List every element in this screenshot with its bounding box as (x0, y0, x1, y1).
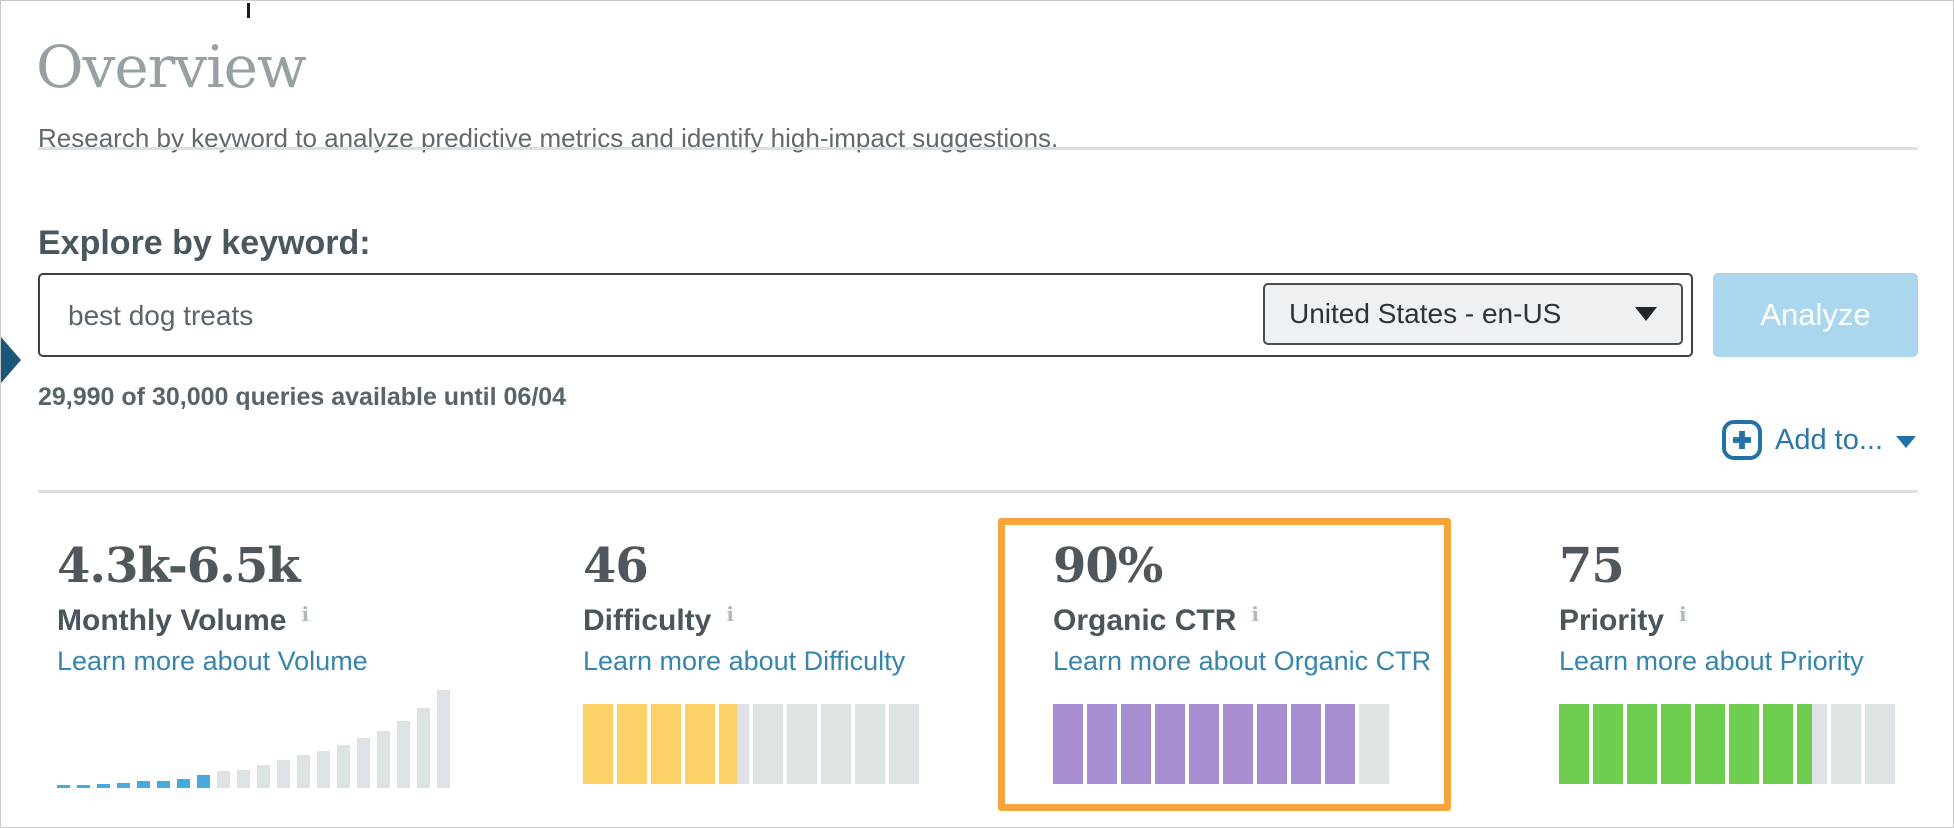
learn-more-organic-ctr-link[interactable]: Learn more about Organic CTR (1053, 646, 1432, 676)
text-cursor-artifact (247, 3, 250, 18)
organic-ctr-highlight-outline (998, 518, 1451, 811)
volume-distribution-chart (57, 690, 517, 788)
learn-more-priority-link[interactable]: Learn more about Priority (1559, 646, 1864, 676)
metric-card-priority: 75 Priority i Learn more about Priority (1559, 518, 1929, 784)
metric-card-organic-ctr: 90% Organic CTR i Learn more about Organ… (1053, 518, 1433, 784)
chevron-down-icon (1635, 307, 1657, 321)
metrics-divider (38, 490, 1918, 493)
learn-more-difficulty-link[interactable]: Learn more about Difficulty (583, 646, 906, 676)
sidebar-arrow-marker-icon (1, 337, 21, 383)
explore-by-keyword-heading: Explore by keyword: (38, 224, 371, 263)
keyword-input[interactable] (66, 277, 1250, 355)
organic-ctr-label: Organic CTR (1053, 604, 1237, 637)
page-title: Overview (36, 32, 307, 101)
add-to-button[interactable]: Add to... (1721, 420, 1916, 460)
info-icon[interactable]: i (301, 602, 310, 626)
metric-card-difficulty: 46 Difficulty i Learn more about Difficu… (583, 518, 1003, 784)
header-divider (38, 147, 1918, 150)
chevron-down-icon (1896, 436, 1916, 448)
learn-more-volume-link[interactable]: Learn more about Volume (57, 646, 368, 676)
query-quota-status: 29,990 of 30,000 queries available until… (38, 383, 567, 411)
locale-select[interactable]: United States - en-US (1263, 283, 1683, 345)
plus-icon (1721, 420, 1762, 460)
info-icon[interactable]: i (1679, 602, 1687, 626)
difficulty-gauge (583, 704, 1003, 784)
organic-ctr-value: 90% (1053, 538, 1163, 594)
difficulty-label: Difficulty (583, 604, 712, 637)
difficulty-value: 46 (583, 538, 649, 594)
monthly-volume-label: Monthly Volume (57, 604, 287, 637)
info-icon[interactable]: i (1251, 602, 1259, 626)
keyword-search-box: United States - en-US (38, 273, 1693, 357)
priority-label: Priority (1559, 604, 1665, 637)
add-to-label: Add to... (1774, 423, 1883, 456)
organic-ctr-gauge (1053, 704, 1433, 784)
monthly-volume-value: 4.3k-6.5k (57, 538, 301, 594)
priority-value: 75 (1559, 538, 1625, 594)
locale-selected-value: United States - en-US (1289, 298, 1562, 329)
analyze-button[interactable]: Analyze (1713, 273, 1918, 357)
metric-card-monthly-volume: 4.3k-6.5k Monthly Volume i Learn more ab… (57, 518, 517, 788)
info-icon[interactable]: i (726, 602, 734, 626)
priority-gauge (1559, 704, 1929, 784)
